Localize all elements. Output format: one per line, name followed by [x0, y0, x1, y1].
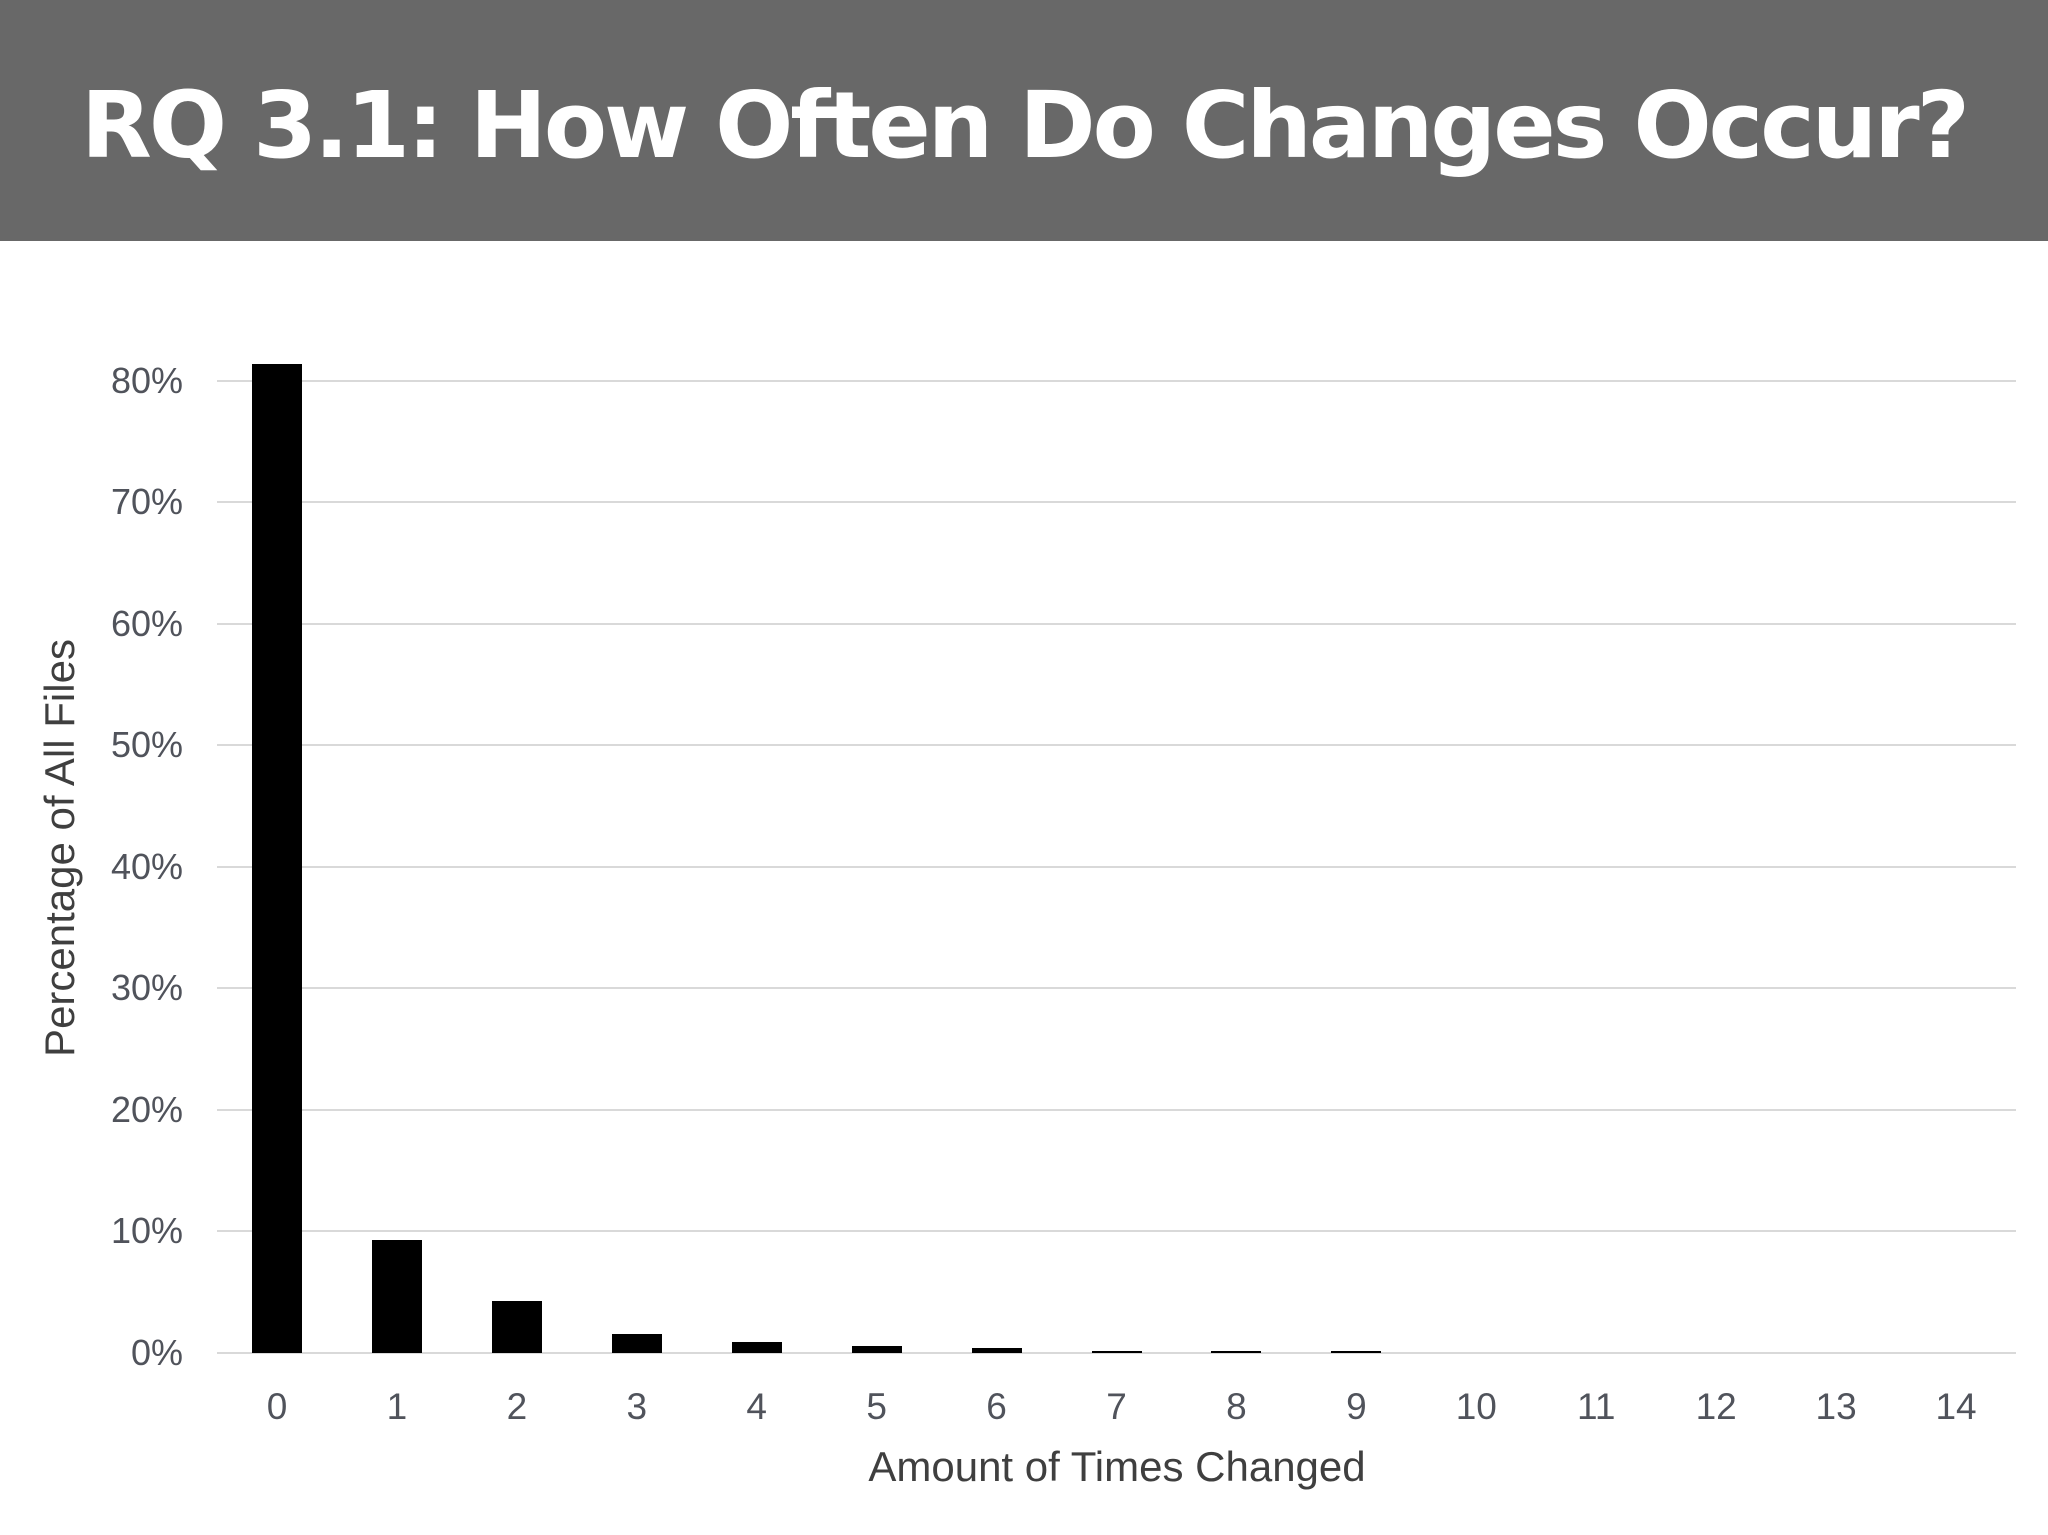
x-tick-label: 11: [1577, 1386, 1616, 1427]
x-tick-label: 8: [1226, 1386, 1247, 1427]
bar-category-7: [1091, 1351, 1142, 1353]
y-tick-label: 20%: [110, 1088, 183, 1130]
gridline: [217, 987, 2016, 990]
y-tick-label: 10%: [110, 1210, 183, 1252]
x-tick-label: 1: [386, 1386, 408, 1427]
y-tick-label: 30%: [110, 967, 183, 1009]
y-tick-label: 50%: [110, 724, 183, 766]
y-axis-title: Percentage of All Files: [36, 639, 83, 1057]
y-tick-label: 80%: [110, 359, 183, 401]
x-tick-label: 14: [1935, 1386, 1977, 1427]
gridline: [217, 1230, 2016, 1233]
bar-category-4: [731, 1342, 782, 1353]
slide-title: RQ 3.1: How Often Do Changes Occur?: [81, 72, 1970, 179]
gridline: [217, 501, 2016, 504]
x-tick-label: 9: [1346, 1386, 1367, 1427]
gridline: [217, 379, 2016, 382]
bar-category-8: [1211, 1351, 1262, 1353]
x-tick-label: 5: [866, 1386, 887, 1427]
bar-category-0: [252, 364, 302, 1353]
bar-category-9: [1331, 1351, 1382, 1353]
gridline: [217, 744, 2016, 747]
x-tick-label: 6: [986, 1386, 1007, 1427]
x-tick-label: 3: [626, 1386, 648, 1427]
x-axis-line: [217, 1352, 2016, 1354]
x-tick-label: 0: [266, 1386, 288, 1427]
gridline: [217, 622, 2016, 625]
bar-category-6: [971, 1348, 1022, 1353]
bar-category-3: [611, 1334, 662, 1353]
y-tick-label: 60%: [110, 602, 183, 644]
x-tick-label: 7: [1106, 1386, 1127, 1427]
x-tick-label: 4: [746, 1386, 767, 1427]
bar-category-2: [491, 1301, 542, 1353]
bar-category-1: [371, 1240, 422, 1353]
gridline: [217, 1108, 2016, 1111]
x-axis-title: Amount of Times Changed: [868, 1443, 1366, 1490]
x-tick-label: 2: [506, 1386, 528, 1427]
x-tick-label: 12: [1695, 1386, 1737, 1427]
title-banner: RQ 3.1: How Often Do Changes Occur?: [0, 0, 2048, 241]
gridline: [217, 865, 2016, 868]
bar-category-5: [851, 1346, 902, 1353]
y-tick-label: 40%: [110, 845, 183, 887]
x-tick-label: 13: [1815, 1386, 1857, 1427]
y-tick-label: 70%: [110, 481, 183, 523]
x-tick-label: 10: [1455, 1386, 1497, 1427]
y-tick-label: 0%: [130, 1332, 183, 1373]
